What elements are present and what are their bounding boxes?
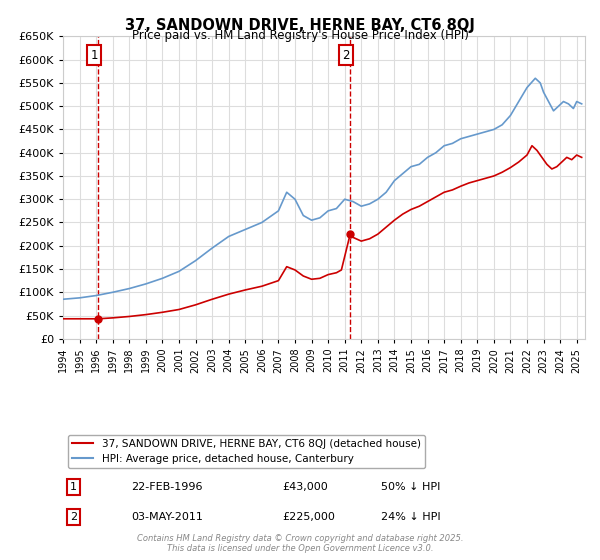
Text: 03-MAY-2011: 03-MAY-2011 [131,512,203,522]
Text: 22-FEB-1996: 22-FEB-1996 [131,482,202,492]
Text: Price paid vs. HM Land Registry's House Price Index (HPI): Price paid vs. HM Land Registry's House … [131,29,469,42]
Text: 1: 1 [70,482,77,492]
Text: Contains HM Land Registry data © Crown copyright and database right 2025.
This d: Contains HM Land Registry data © Crown c… [137,534,463,553]
Text: £43,000: £43,000 [282,482,328,492]
Text: 2: 2 [342,49,350,62]
Text: £225,000: £225,000 [282,512,335,522]
Legend: 37, SANDOWN DRIVE, HERNE BAY, CT6 8QJ (detached house), HPI: Average price, deta: 37, SANDOWN DRIVE, HERNE BAY, CT6 8QJ (d… [68,435,425,468]
Text: 2: 2 [70,512,77,522]
Text: 1: 1 [91,49,98,62]
Text: 24% ↓ HPI: 24% ↓ HPI [382,512,441,522]
Text: 50% ↓ HPI: 50% ↓ HPI [382,482,441,492]
Text: 37, SANDOWN DRIVE, HERNE BAY, CT6 8QJ: 37, SANDOWN DRIVE, HERNE BAY, CT6 8QJ [125,18,475,33]
